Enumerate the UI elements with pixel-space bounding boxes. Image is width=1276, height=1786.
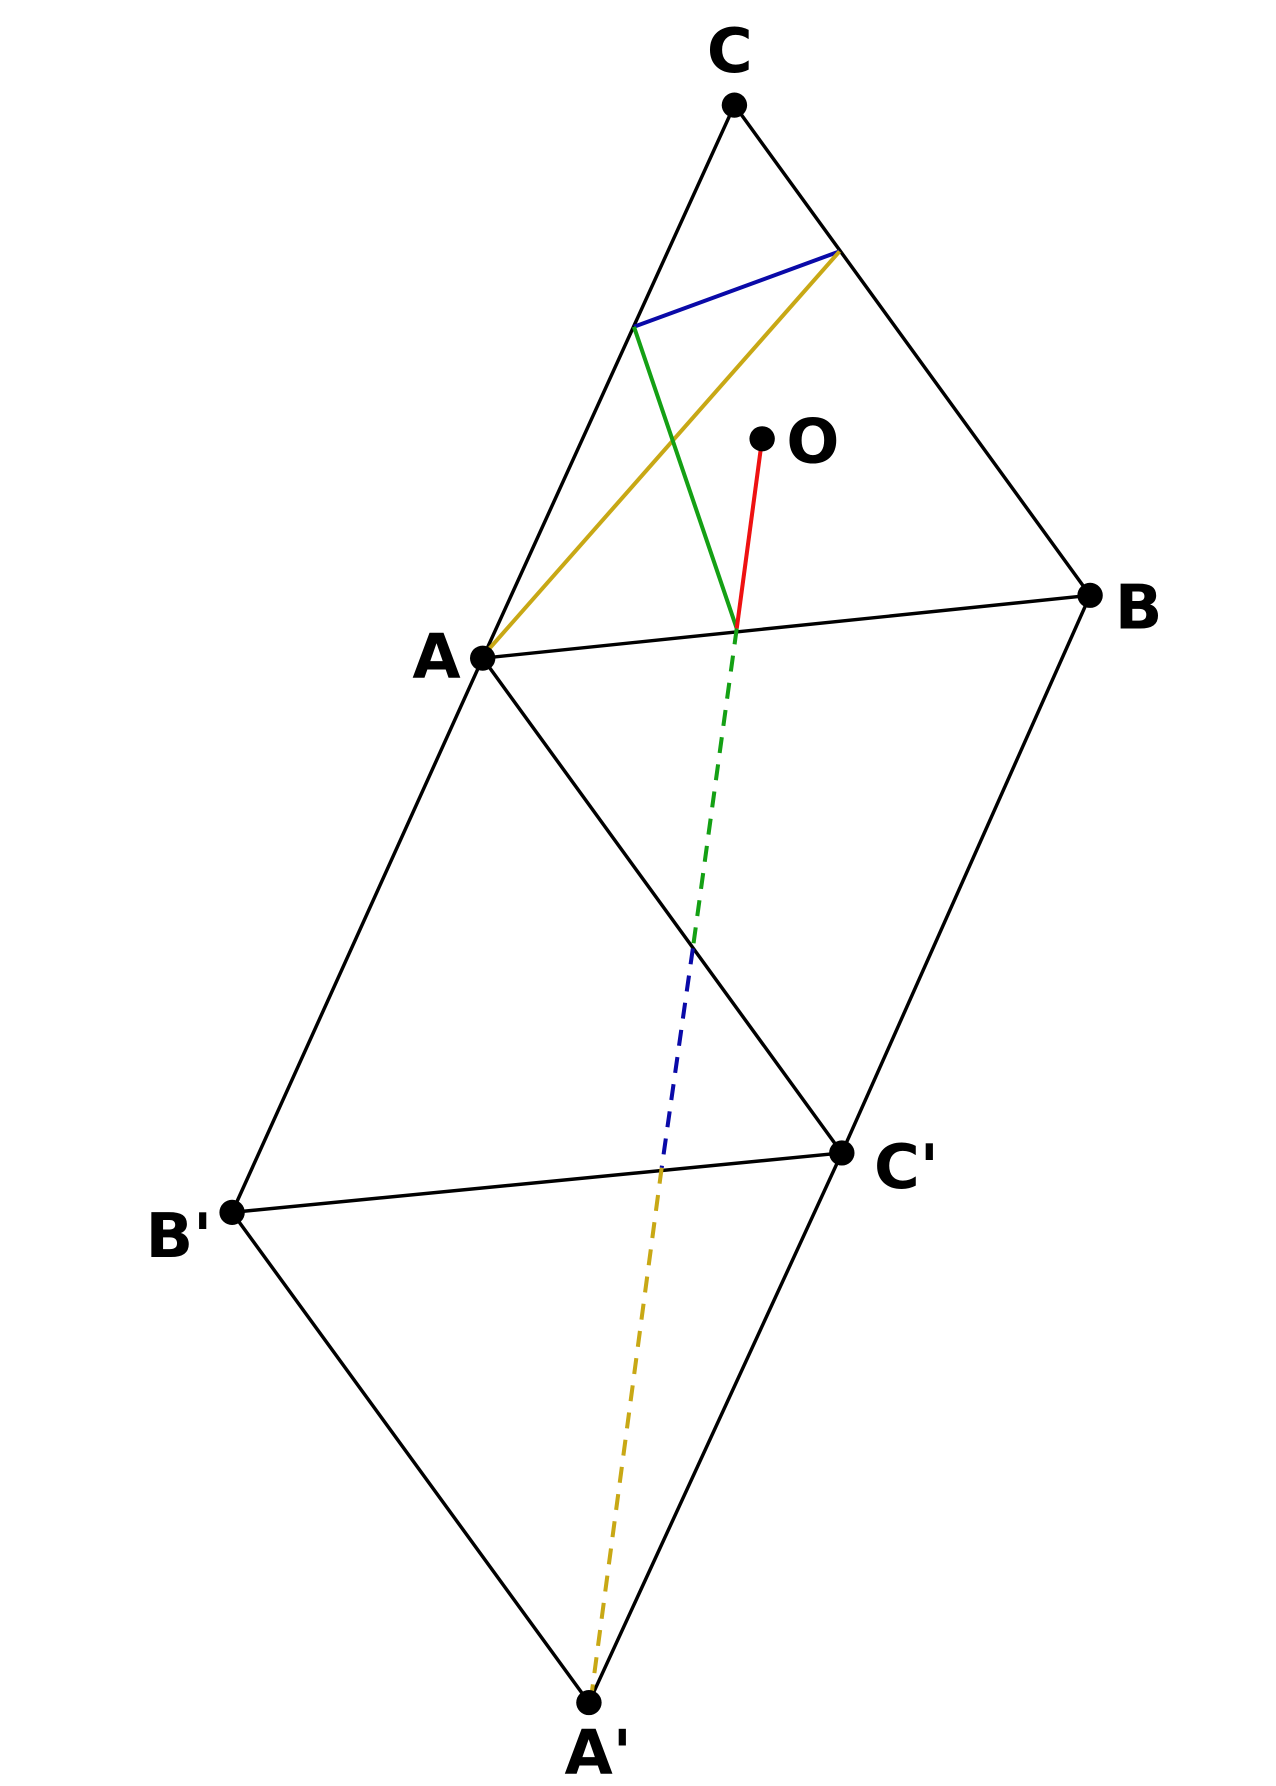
- blue-dashed: [659, 948, 695, 1169]
- point-label: A': [564, 1716, 631, 1786]
- point: [219, 1199, 245, 1225]
- point: [749, 426, 775, 452]
- edge: [230, 1211, 591, 1704]
- point-label: B': [146, 1199, 213, 1272]
- point: [576, 1690, 602, 1716]
- point: [721, 92, 748, 118]
- point-label: O: [786, 405, 839, 478]
- red-segment: [734, 438, 765, 629]
- point-label: C: [707, 14, 753, 87]
- gold-dashed: [589, 1167, 664, 1698]
- point: [829, 1140, 855, 1166]
- edge: [481, 657, 844, 1154]
- point-label: A: [412, 620, 460, 693]
- labels: C O B A C' B' A': [146, 14, 1163, 1786]
- point-label: C': [874, 1131, 939, 1204]
- edge: [481, 104, 737, 659]
- point: [469, 645, 496, 671]
- edge: [230, 657, 485, 1214]
- colored-paths: [483, 249, 842, 1698]
- edge: [587, 1152, 844, 1704]
- gold-segment: [483, 250, 842, 655]
- points: [219, 92, 1103, 1716]
- edge: [231, 1151, 842, 1215]
- blue-segment: [633, 249, 841, 329]
- edges: [230, 104, 1092, 1704]
- green-dashed: [690, 628, 739, 949]
- point: [1077, 582, 1103, 608]
- edge: [733, 104, 1092, 597]
- point-label: B: [1115, 571, 1163, 644]
- edge: [482, 593, 1091, 660]
- edge: [840, 594, 1092, 1154]
- green-segment: [632, 326, 739, 630]
